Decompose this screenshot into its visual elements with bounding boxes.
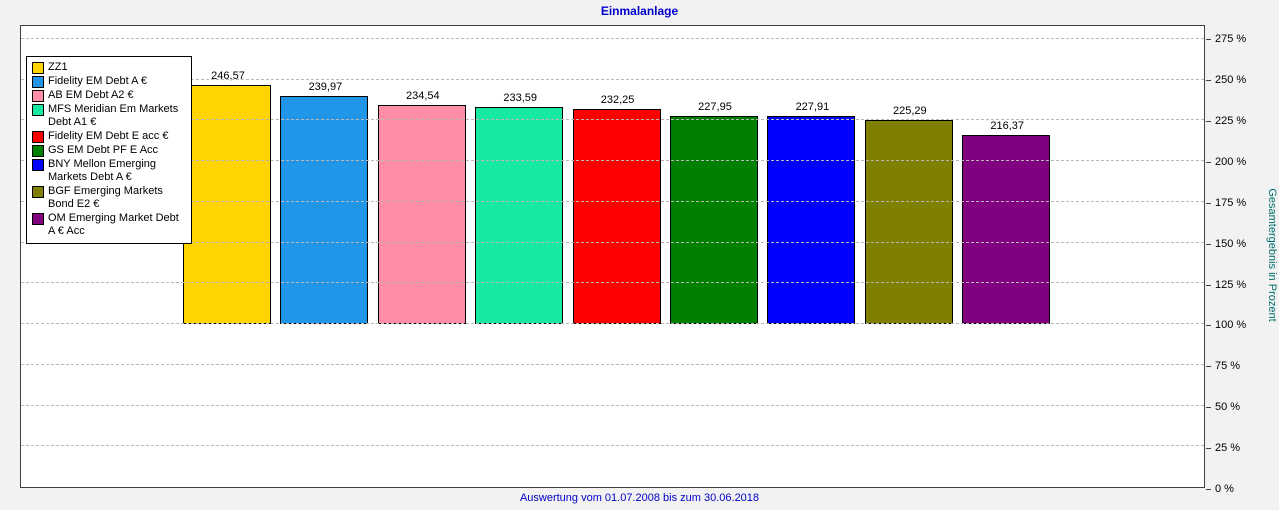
legend-item-7: BNY Mellon Emerging Markets Debt A € — [32, 158, 186, 184]
gridline — [21, 445, 1204, 447]
bar-value-label: 227,95 — [698, 100, 732, 113]
bar-value-label: 232,25 — [600, 93, 635, 106]
bar-1: 246,57 — [183, 70, 271, 325]
y-axis-ticks: 275 % 250 % 225 % 200 % 175 % 150 % 125 % 100 %… — [1206, 25, 1270, 495]
gridline — [21, 160, 1204, 162]
legend-item-2: Fidelity EM Debt A € — [32, 75, 186, 88]
gridline — [21, 119, 1204, 121]
bar-value-label: 234,54 — [405, 89, 440, 102]
gridline — [21, 323, 1204, 325]
legend-item-4: MFS Meridian Em Markets Debt A1 € — [32, 103, 186, 129]
y-tick-label: 175 % — [1206, 197, 1246, 209]
bar-value-label: 225,29 — [892, 105, 927, 118]
bar-7: 227,91 — [767, 101, 856, 325]
y-tick-label: 250 % — [1206, 74, 1246, 86]
gridline — [21, 38, 1204, 40]
plot-area: 246,57 239,97 234,54 233,59 232,25 227,95 227,… — [20, 25, 1205, 488]
legend-item-5: Fidelity EM Debt E acc € — [32, 130, 186, 143]
bar-4: 233,59 — [475, 92, 564, 325]
legend-label: OM Emerging Market Debt A € Acc — [48, 211, 179, 237]
gridline — [21, 78, 1204, 80]
y-tick-label: 0 % — [1206, 483, 1234, 495]
bar-5: 232,25 — [572, 94, 661, 325]
y-tick-label: 100 % — [1206, 319, 1246, 331]
legend-swatch — [32, 76, 44, 88]
legend-swatch — [32, 185, 44, 198]
bars: 246,57 239,97 234,54 233,59 232,25 227,95 227,… — [21, 26, 1204, 487]
bar-3: 234,54 — [377, 90, 466, 325]
bar-value-label: 233,59 — [503, 91, 538, 104]
bar-9: 216,37 — [962, 120, 1051, 325]
legend-label: BNY Mellon Emerging Markets Debt A € — [48, 157, 157, 183]
legend-label: BGF Emerging Markets Bond E2 € — [48, 184, 163, 210]
y-tick-label: 275 % — [1206, 33, 1246, 45]
bar-value-label: 239,97 — [308, 81, 343, 94]
y-tick-label: 200 % — [1206, 156, 1246, 168]
bar-value-label: 216,37 — [990, 119, 1025, 132]
gridline — [21, 404, 1204, 406]
y-tick-label: 225 % — [1206, 115, 1246, 127]
legend-label: Fidelity EM Debt E acc € — [48, 129, 169, 142]
gridline — [21, 200, 1204, 202]
gridline — [21, 363, 1204, 365]
legend-swatch — [32, 144, 44, 157]
legend-item-3: AB EM Debt A2 € — [32, 89, 186, 102]
bar-2: 239,97 — [280, 81, 369, 325]
legend: ZZ1 Fidelity EM Debt A € AB EM Debt A2 € MF… — [26, 56, 192, 244]
gridline — [21, 241, 1204, 243]
legend-item-8: BGF Emerging Markets Bond E2 € — [32, 185, 186, 211]
legend-label: AB EM Debt A2 € — [48, 89, 134, 101]
legend-label: ZZ1 — [48, 61, 68, 73]
legend-swatch — [32, 212, 44, 225]
legend-swatch — [32, 130, 44, 143]
legend-item-1: ZZ1 — [32, 61, 186, 74]
legend-item-9: OM Emerging Market Debt A € Acc — [32, 212, 186, 238]
legend-label: MFS Meridian Em Markets Debt A1 € — [48, 103, 179, 128]
legend-swatch — [32, 158, 44, 171]
gridline — [21, 282, 1204, 284]
bar-value-label: 227,91 — [795, 100, 830, 113]
bar-8: 225,29 — [864, 105, 953, 325]
page-title: Einmalanlage — [600, 4, 679, 18]
legend-label: Fidelity EM Debt A € — [48, 75, 148, 87]
y-tick-label: 125 % — [1206, 279, 1246, 291]
y-tick-label: 75 % — [1206, 360, 1240, 372]
y-tick-label: 25 % — [1206, 442, 1240, 454]
y-tick-label: 50 % — [1206, 401, 1240, 413]
legend-swatch — [32, 62, 44, 74]
caption: Auswertung vom 01.07.2008 bis zum 30.06.… — [519, 492, 760, 504]
bar-6: 227,95 — [670, 101, 758, 325]
legend-swatch — [32, 90, 44, 102]
y-axis-label: Gesamtergebnis in Prozent — [1266, 188, 1278, 322]
legend-item-6: GS EM Debt PF E Acc — [32, 144, 186, 157]
legend-swatch — [32, 104, 44, 116]
y-tick-label: 150 % — [1206, 238, 1246, 250]
legend-label: GS EM Debt PF E Acc — [48, 143, 159, 156]
